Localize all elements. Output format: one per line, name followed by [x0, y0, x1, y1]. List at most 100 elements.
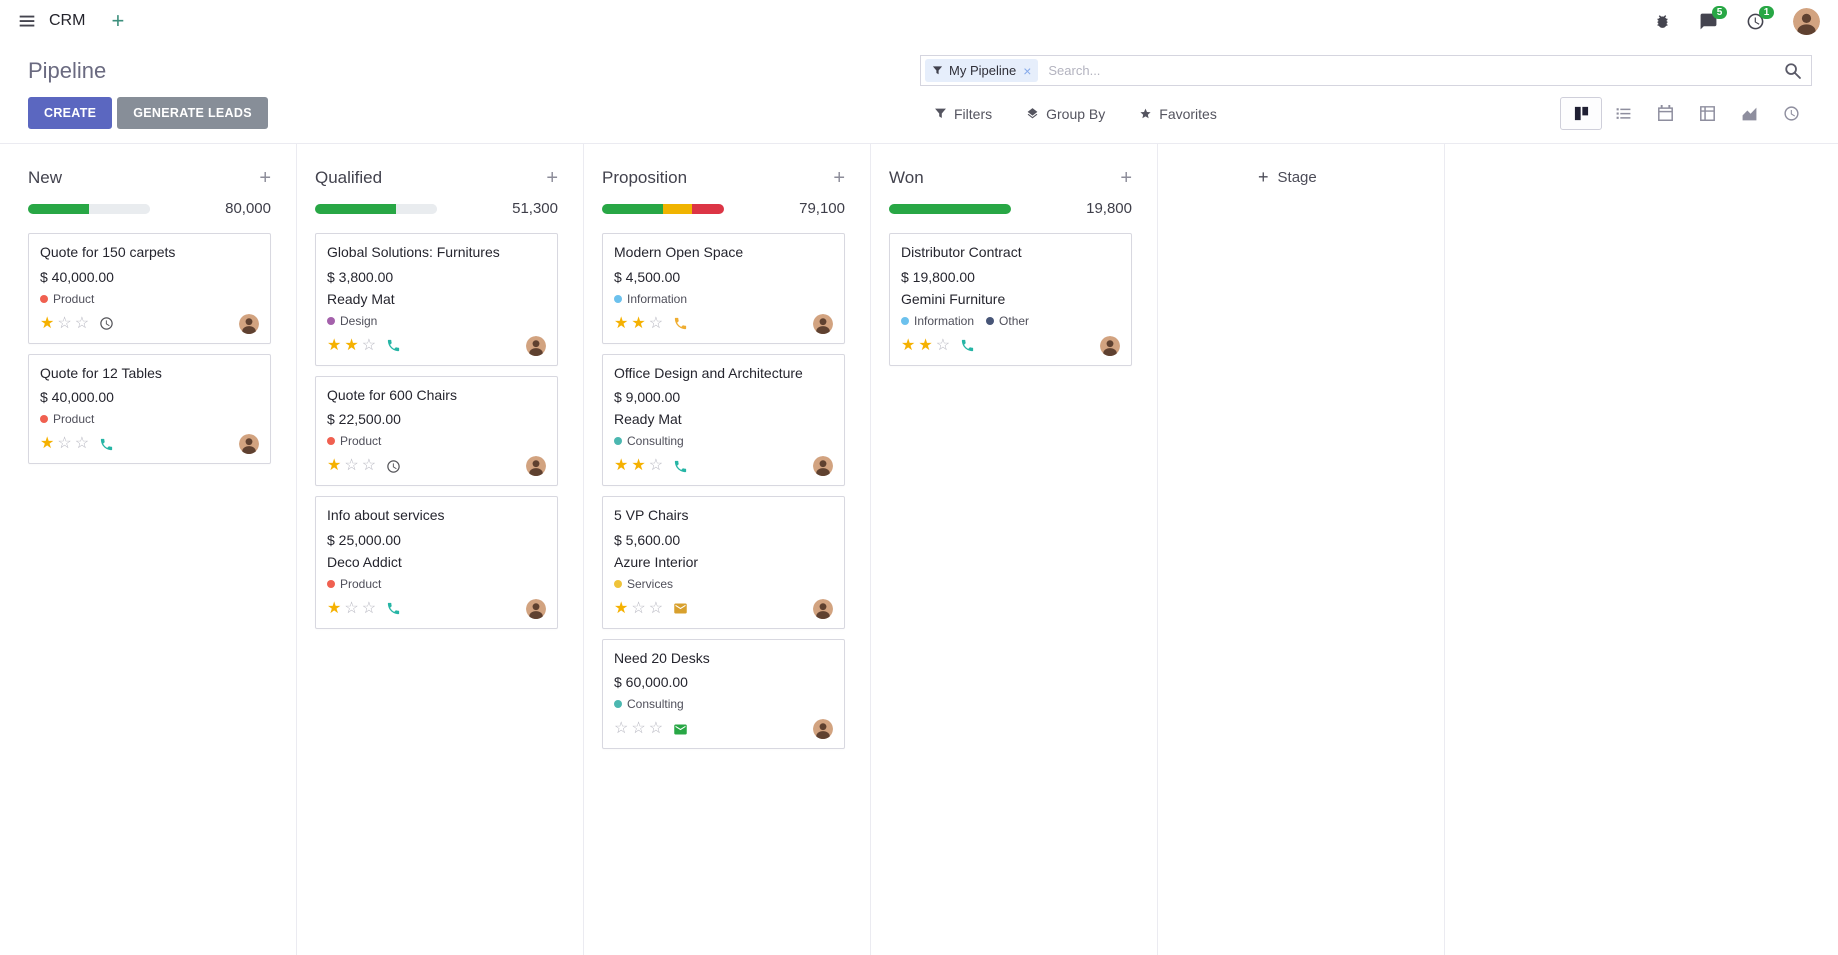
create-button[interactable]: CREATE [28, 97, 113, 129]
phone-icon[interactable] [960, 338, 975, 353]
clock-icon[interactable] [386, 459, 401, 474]
priority-star-icon[interactable]: ★ [631, 457, 646, 474]
salesperson-avatar[interactable] [239, 313, 259, 334]
phone-icon[interactable] [386, 338, 401, 353]
debug-button[interactable] [1654, 13, 1671, 30]
view-kanban-button[interactable] [1560, 97, 1602, 130]
priority-star-icon[interactable]: ★ [327, 599, 342, 617]
kanban-card[interactable]: Modern Open Space $ 4,500.00 Information ★ ★… [602, 233, 845, 344]
priority-star-icon[interactable]: ★ [327, 457, 342, 474]
priority-star-icon[interactable]: ★ [614, 314, 629, 332]
column-progressbar[interactable] [889, 203, 1011, 214]
view-pivot-button[interactable] [1686, 97, 1728, 130]
group-by-menu-button[interactable]: Group By [1026, 106, 1105, 122]
clock-icon[interactable] [99, 316, 114, 331]
column-add-button[interactable]: + [833, 167, 845, 189]
search-icon[interactable] [1784, 62, 1801, 79]
priority-star-icon[interactable]: ☆ [631, 599, 646, 617]
salesperson-avatar[interactable] [813, 719, 833, 739]
priority-star-icon[interactable]: ☆ [57, 435, 72, 452]
priority-star-icon[interactable]: ☆ [361, 336, 377, 354]
envelope-icon[interactable] [673, 722, 688, 737]
kanban-card[interactable]: Global Solutions: Furnitures $ 3,800.00 Re… [315, 233, 558, 366]
salesperson-avatar[interactable] [526, 335, 546, 356]
priority-star-icon[interactable]: ☆ [648, 720, 664, 737]
priority-star-icon[interactable]: ★ [40, 435, 55, 452]
priority-star-icon[interactable]: ☆ [344, 599, 359, 617]
priority-star-icon[interactable]: ★ [344, 336, 359, 354]
view-activity-button[interactable] [1770, 97, 1812, 130]
priority-star-icon[interactable]: ★ [614, 599, 629, 617]
kanban-card[interactable]: Quote for 12 Tables $ 40,000.00 Product ★ ☆ ☆ [28, 353, 271, 464]
priority-star-icon[interactable]: ☆ [361, 599, 377, 617]
envelope-icon[interactable] [673, 601, 688, 616]
kanban-column-qualified: Qualified +51,300 Global Solutions: Furnit… [297, 144, 584, 955]
priority-star-icon[interactable]: ★ [901, 336, 916, 354]
salesperson-avatar[interactable] [526, 598, 546, 619]
priority-star-icon[interactable]: ☆ [74, 314, 90, 332]
salesperson-avatar[interactable] [813, 313, 833, 334]
priority-star-icon[interactable]: ☆ [648, 599, 664, 617]
salesperson-avatar[interactable] [526, 456, 546, 476]
priority-star-icon[interactable]: ★ [918, 336, 933, 354]
salesperson-avatar[interactable] [813, 598, 833, 619]
progress-segment[interactable] [663, 203, 693, 214]
kanban-card[interactable]: 5 VP Chairs $ 5,600.00 Azure Interior Servi… [602, 496, 845, 629]
column-progressbar[interactable] [28, 203, 150, 214]
favorites-menu-button[interactable]: Favorites [1139, 106, 1217, 122]
column-progressbar[interactable] [602, 203, 724, 214]
progress-segment[interactable] [89, 203, 150, 214]
priority-star-icon[interactable]: ☆ [614, 720, 629, 737]
kanban-card[interactable]: Quote for 600 Chairs $ 22,500.00 Product ★ ☆… [315, 375, 558, 486]
facet-remove-icon[interactable]: × [1023, 62, 1032, 79]
progress-segment[interactable] [28, 203, 89, 214]
view-list-button[interactable] [1602, 97, 1644, 130]
priority-star-icon[interactable]: ★ [614, 457, 629, 474]
progress-segment[interactable] [602, 203, 663, 214]
column-add-button[interactable]: + [1120, 167, 1132, 189]
column-add-button[interactable]: + [259, 167, 271, 189]
phone-icon[interactable] [386, 601, 401, 616]
view-graph-button[interactable] [1728, 97, 1770, 130]
priority-star-icon[interactable]: ☆ [57, 314, 72, 332]
priority-star-icon[interactable]: ☆ [344, 457, 359, 474]
kanban-card[interactable]: Info about services $ 25,000.00 Deco Addic… [315, 496, 558, 629]
progress-segment[interactable] [315, 203, 396, 214]
salesperson-avatar[interactable] [239, 434, 259, 454]
priority-star-icon[interactable]: ☆ [648, 457, 664, 474]
phone-icon[interactable] [673, 316, 688, 331]
priority-star-icon[interactable]: ☆ [361, 457, 377, 474]
priority-star-icon[interactable]: ★ [631, 314, 646, 332]
priority-star-icon[interactable]: ☆ [648, 314, 664, 332]
pivot-view-icon [1699, 105, 1716, 122]
view-calendar-button[interactable] [1644, 97, 1686, 130]
kanban-card[interactable]: Need 20 Desks $ 60,000.00 Consulting ☆ ☆ ☆ [602, 638, 845, 749]
salesperson-avatar[interactable] [1100, 335, 1120, 356]
priority-star-icon[interactable]: ★ [40, 314, 55, 332]
app-name[interactable]: CRM [49, 12, 86, 29]
priority-star-icon[interactable]: ☆ [74, 435, 90, 452]
user-menu-button[interactable] [1793, 7, 1820, 35]
progress-segment[interactable] [692, 203, 724, 214]
kanban-card[interactable]: Distributor Contract $ 19,800.00 Gemini Fu… [889, 233, 1132, 366]
kanban-card[interactable]: Quote for 150 carpets $ 40,000.00 Product ★… [28, 233, 271, 344]
column-progressbar[interactable] [315, 203, 437, 214]
messages-button[interactable]: 5 [1699, 5, 1727, 31]
progress-segment[interactable] [395, 203, 437, 214]
kanban-card[interactable]: Office Design and Architecture $ 9,000.00… [602, 353, 845, 486]
add-tab-button[interactable]: + [111, 10, 124, 32]
progress-segment[interactable] [889, 203, 1011, 214]
priority-star-icon[interactable]: ☆ [631, 720, 646, 737]
salesperson-avatar[interactable] [813, 456, 833, 476]
filters-menu-button[interactable]: Filters [934, 106, 992, 122]
phone-icon[interactable] [673, 459, 688, 474]
generate-leads-button[interactable]: GENERATE LEADS [117, 97, 268, 129]
activities-button[interactable]: 1 [1746, 5, 1774, 31]
column-add-button[interactable]: + [546, 167, 558, 189]
search-input[interactable] [1048, 63, 1784, 78]
priority-star-icon[interactable]: ☆ [935, 336, 951, 354]
apps-menu-button[interactable] [18, 12, 36, 30]
add-stage-button[interactable]: + Stage [1258, 168, 1444, 186]
priority-star-icon[interactable]: ★ [327, 336, 342, 354]
phone-icon[interactable] [99, 437, 114, 452]
